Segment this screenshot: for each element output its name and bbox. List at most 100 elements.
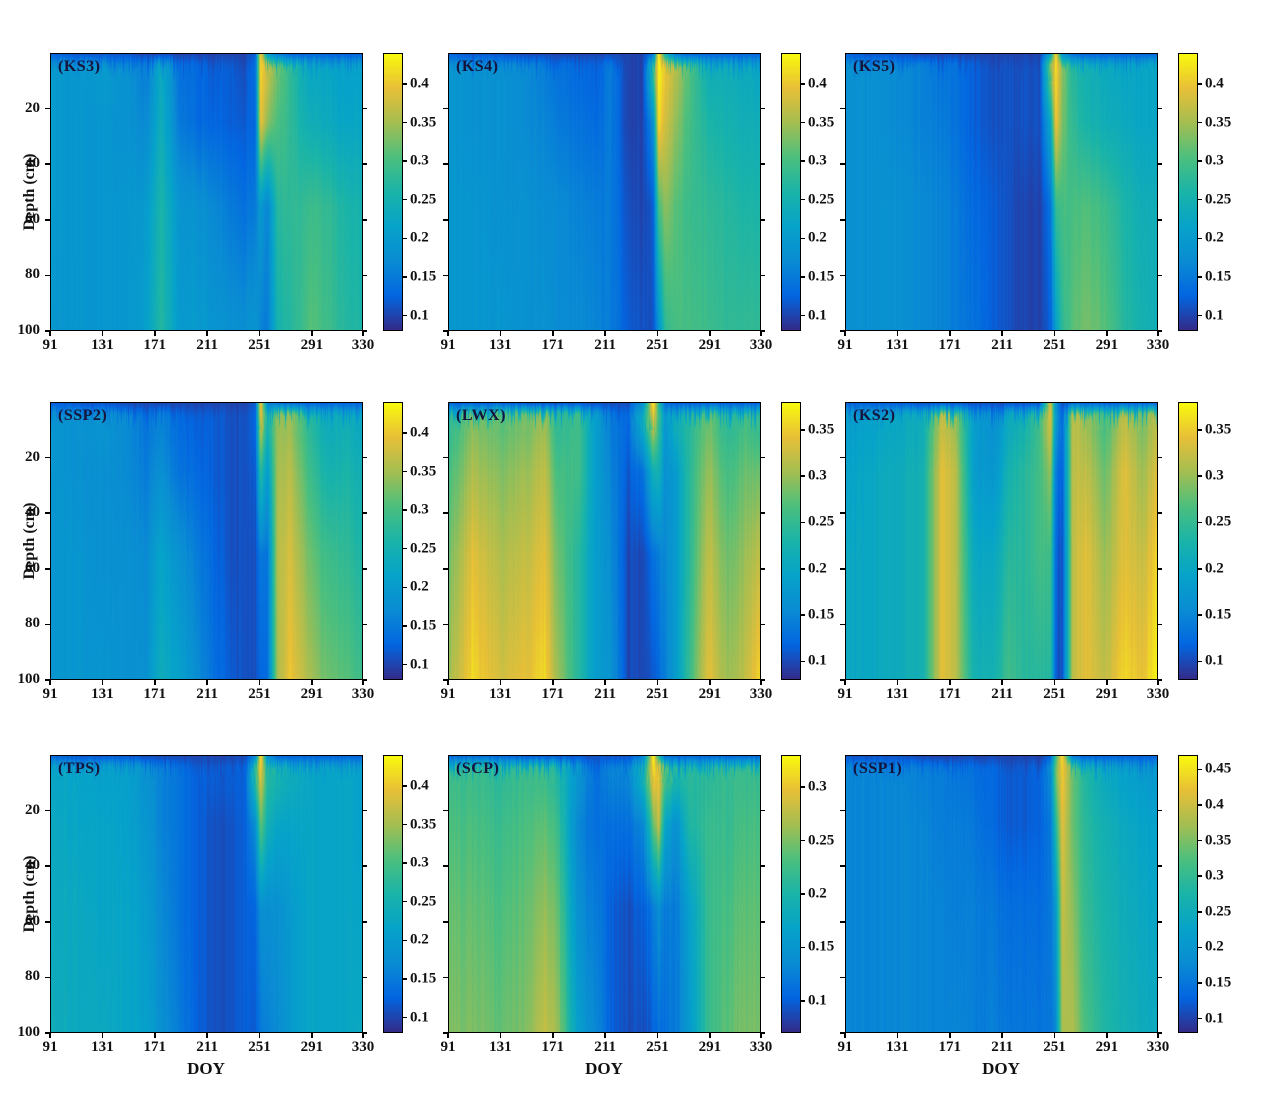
x-tick-label: 131 [886, 686, 909, 702]
y-tick-mark [45, 456, 50, 459]
x-tick-mark [709, 331, 711, 336]
y-tick-mark [840, 330, 845, 332]
x-tick-mark [1053, 331, 1056, 336]
colorbar-tick-label: 0.15 [1205, 606, 1232, 623]
x-tick-mark [552, 1033, 554, 1038]
colorbar-tick-label: 0.1 [410, 1009, 429, 1026]
panel-tag: (SCP) [456, 760, 500, 777]
x-tick-mark [154, 680, 156, 685]
x-tick-mark [760, 680, 762, 685]
colorbar-tick-label: 0.15 [808, 938, 835, 955]
y-tick-mark [840, 865, 845, 867]
y-tick-mark [840, 219, 845, 221]
x-tick-mark [258, 1033, 261, 1038]
y-tick-mark-right [1158, 568, 1162, 570]
colorbar-tick-label: 0.15 [410, 617, 437, 634]
x-tick-mark [101, 331, 104, 336]
y-tick-mark-right [363, 976, 367, 979]
x-tick-label: 330 [749, 337, 773, 353]
colorbar-tick-mark [801, 839, 805, 842]
x-tick-mark [1157, 1033, 1159, 1038]
x-tick-mark [656, 1033, 659, 1038]
y-tick-mark-right [1158, 976, 1162, 979]
heatmap-canvas [448, 402, 761, 680]
x-tick-label: 291 [698, 337, 722, 353]
heatmap-canvas [448, 53, 761, 331]
colorbar-tick-label: 0.15 [808, 268, 835, 285]
x-tick-label: 91 [42, 337, 58, 353]
x-tick-label: 251 [646, 686, 669, 702]
colorbar: 0.4 0.35 0.3 0.25 0.2 0.15 0.1 [1178, 53, 1231, 331]
colorbar-tick-mark [801, 429, 805, 431]
y-tick-mark [443, 107, 448, 110]
x-tick-mark [760, 331, 762, 336]
y-tick-mark [840, 1032, 845, 1034]
x-tick-mark [311, 331, 313, 336]
y-tick-mark-right [363, 679, 367, 681]
colorbar-tick-mark [1198, 839, 1202, 842]
y-tick-mark-right [761, 107, 765, 110]
colorbar-tick-mark [1198, 614, 1202, 616]
colorbar-tick-mark [1198, 804, 1202, 806]
y-tick-mark-right [1158, 274, 1162, 277]
y-tick-mark-right [761, 330, 765, 332]
colorbar-tick-label: 0.2 [410, 931, 429, 948]
y-tick-label: 20 [25, 99, 40, 116]
x-tick-label: 171 [541, 337, 565, 353]
x-tick-mark [604, 331, 606, 336]
colorbar-tick-label: 0.1 [808, 307, 827, 324]
colorbar-tick-label: 0.3 [808, 152, 827, 169]
x-tick-mark [1001, 680, 1003, 685]
colorbar-tick-label: 0.1 [410, 307, 429, 324]
colorbar-tick-mark [801, 946, 805, 949]
colorbar-tick-mark [1198, 475, 1202, 477]
y-tick-label: 80 [25, 615, 40, 632]
x-tick-mark [1001, 331, 1003, 336]
heatmap-canvas [845, 402, 1158, 680]
x-tick-label: 171 [143, 686, 167, 702]
colorbar-tick-mark [1198, 429, 1202, 431]
y-tick-mark [840, 679, 845, 681]
colorbar-tick-label: 0.2 [410, 229, 429, 246]
x-tick-mark [709, 680, 711, 685]
y-tick-mark-right [363, 568, 367, 570]
y-tick-mark [443, 679, 448, 681]
colorbar-tick-label: 0.15 [808, 606, 835, 623]
x-tick-label: 330 [351, 1039, 375, 1055]
colorbar-tick-mark [403, 625, 407, 627]
panel-tag: (SSP2) [58, 407, 108, 424]
y-tick-mark-right [761, 809, 765, 812]
x-tick-label: 211 [991, 337, 1013, 353]
colorbar-canvas [1178, 53, 1198, 331]
x-tick-label: 91 [440, 1039, 456, 1055]
colorbar-tick-mark [1198, 276, 1202, 278]
x-tick-mark [258, 680, 261, 685]
x-tick-label: 211 [196, 686, 218, 702]
colorbar-tick-mark [801, 276, 805, 278]
y-tick-mark-right [363, 107, 367, 110]
y-tick-mark-right [1158, 865, 1162, 867]
y-tick-mark [45, 1032, 50, 1034]
y-tick-mark [443, 456, 448, 459]
y-tick-mark [45, 921, 50, 923]
y-axis-label: Depth (cm) [21, 502, 38, 580]
colorbar-tick-mark [801, 83, 805, 85]
y-tick-mark [443, 274, 448, 277]
heatmap-panel-tps: (TPS) 0.4 0.35 0.3 0.25 0.2 0.15 0.1 91 131 171 2… [18, 755, 436, 1078]
colorbar-tick-label: 0.1 [410, 656, 429, 673]
y-tick-mark-right [1158, 921, 1162, 923]
colorbar-tick-label: 0.25 [1205, 903, 1232, 920]
y-tick-mark [840, 568, 845, 570]
x-tick-label: 330 [351, 337, 375, 353]
heatmap-panel-ssp2: (SSP2) 0.4 0.35 0.3 0.25 0.2 0.15 0.1 91 131 171… [18, 402, 436, 702]
x-tick-label: 91 [440, 686, 456, 702]
x-tick-mark [447, 680, 449, 685]
x-tick-label: 291 [1095, 337, 1119, 353]
x-tick-label: 251 [1043, 686, 1066, 702]
y-tick-mark [840, 274, 845, 277]
colorbar-tick-mark [1198, 875, 1202, 877]
x-tick-label: 211 [594, 1039, 616, 1055]
colorbar-tick-mark [801, 568, 805, 570]
heatmap-panel-ks5: (KS5) 0.4 0.35 0.3 0.25 0.2 0.15 0.1 91 131 171 2… [838, 53, 1231, 353]
colorbar: 0.35 0.3 0.25 0.2 0.15 0.1 [1178, 402, 1231, 680]
